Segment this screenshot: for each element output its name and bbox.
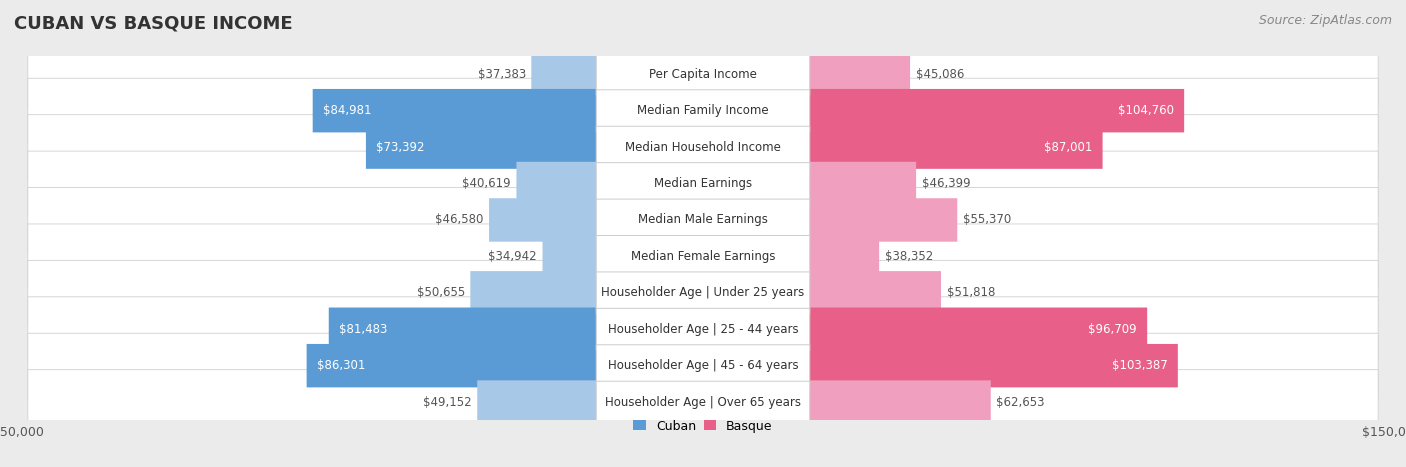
Legend: Cuban, Basque: Cuban, Basque <box>628 415 778 438</box>
FancyBboxPatch shape <box>489 198 703 242</box>
FancyBboxPatch shape <box>596 235 810 277</box>
FancyBboxPatch shape <box>703 380 991 424</box>
Text: CUBAN VS BASQUE INCOME: CUBAN VS BASQUE INCOME <box>14 14 292 32</box>
Text: $49,152: $49,152 <box>423 396 472 409</box>
Text: Median Household Income: Median Household Income <box>626 141 780 154</box>
FancyBboxPatch shape <box>28 151 1378 216</box>
Text: Householder Age | Over 65 years: Householder Age | Over 65 years <box>605 396 801 409</box>
Text: $81,483: $81,483 <box>339 323 388 336</box>
FancyBboxPatch shape <box>596 308 810 350</box>
Text: $84,981: $84,981 <box>323 104 371 117</box>
FancyBboxPatch shape <box>543 234 703 278</box>
Text: Householder Age | 45 - 64 years: Householder Age | 45 - 64 years <box>607 359 799 372</box>
FancyBboxPatch shape <box>28 333 1378 398</box>
Text: $87,001: $87,001 <box>1043 141 1092 154</box>
Text: Median Male Earnings: Median Male Earnings <box>638 213 768 226</box>
Text: $37,383: $37,383 <box>478 68 526 81</box>
FancyBboxPatch shape <box>28 224 1378 289</box>
Text: $55,370: $55,370 <box>963 213 1011 226</box>
Text: $46,399: $46,399 <box>921 177 970 190</box>
FancyBboxPatch shape <box>28 297 1378 361</box>
Text: $73,392: $73,392 <box>377 141 425 154</box>
FancyBboxPatch shape <box>703 125 1102 169</box>
Text: $104,760: $104,760 <box>1118 104 1174 117</box>
FancyBboxPatch shape <box>596 163 810 205</box>
FancyBboxPatch shape <box>703 307 1147 351</box>
FancyBboxPatch shape <box>366 125 703 169</box>
FancyBboxPatch shape <box>28 370 1378 434</box>
FancyBboxPatch shape <box>596 345 810 387</box>
FancyBboxPatch shape <box>516 162 703 205</box>
FancyBboxPatch shape <box>329 307 703 351</box>
Text: $103,387: $103,387 <box>1112 359 1167 372</box>
FancyBboxPatch shape <box>596 126 810 168</box>
FancyBboxPatch shape <box>596 90 810 132</box>
FancyBboxPatch shape <box>531 52 703 96</box>
FancyBboxPatch shape <box>28 188 1378 252</box>
FancyBboxPatch shape <box>703 89 1184 133</box>
FancyBboxPatch shape <box>596 199 810 241</box>
Text: $38,352: $38,352 <box>884 250 934 263</box>
Text: Median Family Income: Median Family Income <box>637 104 769 117</box>
Text: Median Female Earnings: Median Female Earnings <box>631 250 775 263</box>
Text: $46,580: $46,580 <box>436 213 484 226</box>
FancyBboxPatch shape <box>307 344 703 388</box>
Text: Source: ZipAtlas.com: Source: ZipAtlas.com <box>1258 14 1392 27</box>
FancyBboxPatch shape <box>596 381 810 423</box>
Text: $40,619: $40,619 <box>463 177 510 190</box>
Text: $86,301: $86,301 <box>316 359 366 372</box>
FancyBboxPatch shape <box>28 42 1378 106</box>
Text: $34,942: $34,942 <box>488 250 537 263</box>
Text: Householder Age | 25 - 44 years: Householder Age | 25 - 44 years <box>607 323 799 336</box>
FancyBboxPatch shape <box>471 271 703 315</box>
Text: $96,709: $96,709 <box>1088 323 1137 336</box>
FancyBboxPatch shape <box>28 115 1378 179</box>
FancyBboxPatch shape <box>28 78 1378 143</box>
FancyBboxPatch shape <box>703 271 941 315</box>
Text: $45,086: $45,086 <box>915 68 965 81</box>
Text: $51,818: $51,818 <box>946 286 995 299</box>
Text: $50,655: $50,655 <box>416 286 465 299</box>
FancyBboxPatch shape <box>703 198 957 242</box>
Text: Median Earnings: Median Earnings <box>654 177 752 190</box>
FancyBboxPatch shape <box>312 89 703 133</box>
FancyBboxPatch shape <box>703 234 879 278</box>
FancyBboxPatch shape <box>596 53 810 95</box>
Text: Householder Age | Under 25 years: Householder Age | Under 25 years <box>602 286 804 299</box>
FancyBboxPatch shape <box>28 261 1378 325</box>
Text: Per Capita Income: Per Capita Income <box>650 68 756 81</box>
FancyBboxPatch shape <box>703 162 917 205</box>
Text: $62,653: $62,653 <box>997 396 1045 409</box>
FancyBboxPatch shape <box>703 52 910 96</box>
FancyBboxPatch shape <box>596 272 810 314</box>
FancyBboxPatch shape <box>477 380 703 424</box>
FancyBboxPatch shape <box>703 344 1178 388</box>
